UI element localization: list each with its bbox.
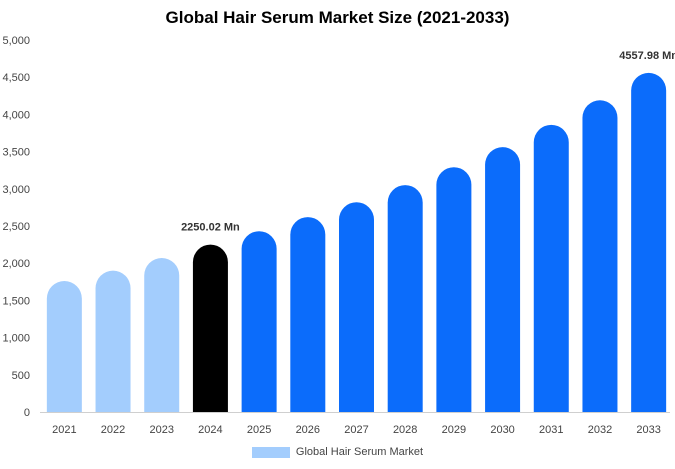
bar-2024[interactable] <box>192 244 228 412</box>
bar-2032[interactable] <box>582 100 618 412</box>
x-tick-label: 2033 <box>636 424 660 436</box>
x-tick-label: 2032 <box>588 424 612 436</box>
data-label: 4557.98 Mn <box>619 50 675 62</box>
x-tick-label: 2022 <box>101 424 125 436</box>
y-tick-label: 0 <box>24 407 30 419</box>
legend-swatch <box>251 446 290 458</box>
bar-2030[interactable] <box>485 147 521 413</box>
bar-2027[interactable] <box>339 202 374 412</box>
chart-title: Global Hair Serum Market Size (2021-2033… <box>165 8 510 27</box>
y-tick-label: 3,500 <box>2 147 30 159</box>
x-tick-label: 2027 <box>344 424 368 436</box>
y-tick-label: 2,000 <box>2 258 30 270</box>
y-tick-label: 500 <box>12 370 30 382</box>
y-tick-label: 4,000 <box>2 109 30 121</box>
bar-2022[interactable] <box>95 270 131 412</box>
y-tick-label: 3,000 <box>2 184 30 196</box>
x-tick-label: 2021 <box>52 424 76 436</box>
y-tick-label: 5,000 <box>2 35 30 47</box>
bar-2028[interactable] <box>387 185 423 412</box>
x-tick-label: 2030 <box>490 424 514 436</box>
x-tick-label: 2024 <box>198 424 222 436</box>
y-tick-label: 4,500 <box>2 72 30 84</box>
bar-2023[interactable] <box>144 257 180 412</box>
bar-2029[interactable] <box>436 167 472 412</box>
x-tick-label: 2031 <box>539 424 563 436</box>
y-tick-label: 1,500 <box>2 295 30 307</box>
bar-2026[interactable] <box>290 217 326 412</box>
x-tick-label: 2023 <box>149 424 173 436</box>
legend[interactable]: Global Hair Serum Market <box>0 446 675 458</box>
x-tick-label: 2028 <box>393 424 417 436</box>
x-tick-label: 2026 <box>296 424 320 436</box>
y-tick-label: 1,000 <box>2 333 30 345</box>
x-tick-label: 2029 <box>442 424 466 436</box>
data-label: 2250.02 Mn <box>181 222 240 234</box>
bar-2033[interactable] <box>631 72 667 412</box>
bar-2025[interactable] <box>241 231 277 412</box>
x-tick-label: 2025 <box>247 424 271 436</box>
legend-label: Global Hair Serum Market <box>295 446 424 458</box>
bar-2031[interactable] <box>533 124 569 413</box>
y-tick-label: 2,500 <box>2 221 30 233</box>
bar-2021[interactable] <box>46 281 82 412</box>
